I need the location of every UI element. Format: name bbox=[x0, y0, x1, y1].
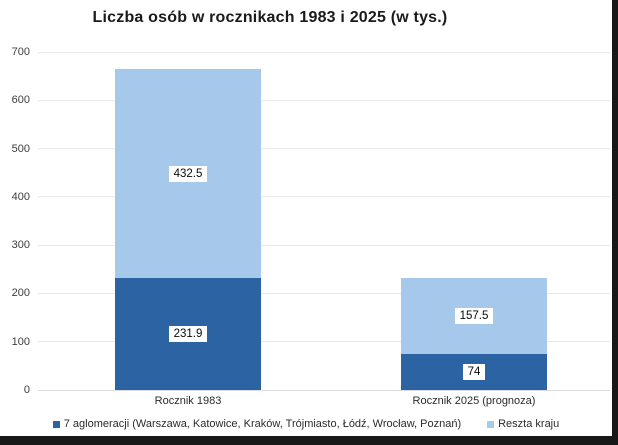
y-axis-tick-label: 700 bbox=[11, 46, 30, 58]
gridline-y600 bbox=[38, 99, 610, 101]
y-axis-tick-label: 0 bbox=[23, 384, 30, 396]
legend-swatch-icon bbox=[487, 420, 495, 428]
plot-area: 231.9 432.5 74 157.5 bbox=[38, 51, 610, 391]
gridline-y500 bbox=[38, 148, 610, 150]
screen-edge-bottom bbox=[0, 436, 618, 445]
bar-segment-agglomerations bbox=[401, 354, 547, 390]
y-axis-tick-label: 600 bbox=[11, 94, 30, 107]
gridline-y200 bbox=[38, 292, 610, 294]
x-axis-category-label: Rocznik 1983 bbox=[154, 395, 222, 407]
chart-title: Liczba osób w rocznikach 1983 i 2025 (w … bbox=[92, 9, 448, 26]
legend-item: 7 aglomeracji (Warszawa, Katowice, Krakó… bbox=[52, 418, 462, 430]
x-axis-category-label: Rocznik 2025 (prognoza) bbox=[412, 395, 536, 407]
y-axis-tick-label: 200 bbox=[11, 287, 30, 300]
y-axis-tick-label: 300 bbox=[11, 239, 30, 252]
y-axis-tick-label: 100 bbox=[11, 335, 30, 348]
gridline-y400 bbox=[38, 196, 610, 198]
screen-edge-right bbox=[612, 0, 618, 445]
gridline-y100 bbox=[38, 341, 610, 343]
legend-label: Reszta kraju bbox=[498, 418, 560, 430]
legend-label: 7 aglomeracji (Warszawa, Katowice, Krakó… bbox=[63, 418, 462, 430]
gridline-y700 bbox=[38, 51, 610, 53]
legend-item: Reszta kraju bbox=[487, 418, 559, 430]
y-axis-tick-label: 500 bbox=[11, 142, 30, 155]
gridline-y300 bbox=[38, 244, 610, 246]
bar-segment-agglomerations bbox=[115, 278, 261, 390]
y-axis-tick-label: 400 bbox=[11, 190, 30, 203]
legend: 7 aglomeracji (Warszawa, Katowice, Krakó… bbox=[0, 418, 612, 430]
gridline-y0 bbox=[38, 389, 610, 391]
bar-segment-rest-of-country bbox=[401, 278, 547, 355]
bar-segment-rest-of-country bbox=[115, 69, 261, 279]
legend-swatch-icon bbox=[52, 420, 60, 428]
